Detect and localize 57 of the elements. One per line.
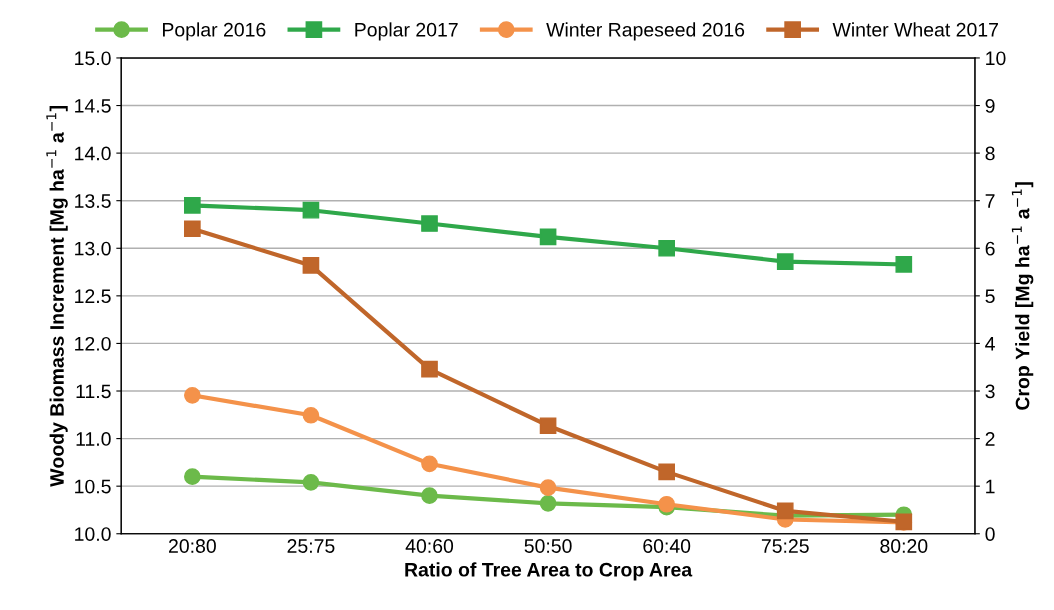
y-tick-label: 12.5 — [75, 289, 111, 304]
y-tick-label: 13.0 — [75, 241, 111, 256]
point — [539, 228, 557, 246]
y-axis-title: Woody Biomass Increment [Mg ha$^{−1}$ a$^{−1}$] — [46, 106, 68, 487]
point — [658, 463, 675, 481]
x-tick-label: 75:25 — [761, 539, 809, 553]
legend-label: Poplar 2016 — [163, 22, 266, 41]
y2-tick-label: 0 — [985, 527, 995, 541]
legend-label: Winter Rapeseed 2016 — [546, 22, 745, 41]
point — [302, 257, 320, 274]
y2-tick-label: 1 — [986, 479, 995, 494]
x-tick-label: 20:80 — [169, 539, 216, 553]
legend-label: Winter Wheat 2017 — [832, 22, 998, 37]
point — [776, 253, 794, 270]
y-tick-label: 12.0 — [75, 336, 111, 351]
y2-tick-label: 9 — [985, 99, 995, 113]
point — [184, 197, 201, 214]
x-tick-label: 50:50 — [524, 539, 572, 553]
y2-tick-label: 8 — [985, 146, 995, 161]
point — [776, 502, 794, 520]
y2-tick-label: 10 — [986, 51, 1006, 66]
x-tick-label: 40:60 — [405, 539, 454, 553]
legend-label: Poplar 2017 — [355, 22, 458, 41]
x-axis-title: Ratio of Tree Area to Crop Area — [405, 562, 693, 581]
point — [302, 406, 320, 424]
y-tick-label: 15.0 — [75, 51, 111, 66]
point — [895, 256, 913, 273]
point — [302, 474, 320, 491]
y2-tick-label: 5 — [985, 289, 995, 304]
x-tick-label: 60:40 — [643, 539, 691, 553]
point — [539, 479, 557, 496]
y-tick-label: 10.5 — [75, 479, 111, 494]
y2-tick-label: 3 — [985, 384, 995, 399]
point — [302, 201, 320, 219]
y-tick-label: 13.5 — [75, 194, 111, 208]
point — [539, 494, 557, 512]
point — [184, 468, 201, 485]
point — [421, 455, 438, 473]
point — [184, 386, 201, 404]
point — [184, 220, 201, 238]
point — [421, 487, 438, 505]
point — [658, 239, 675, 257]
y2-tick-label: 2 — [985, 432, 995, 446]
x-tick-label: 25:75 — [287, 539, 335, 553]
y2-tick-label: 4 — [985, 337, 995, 351]
y2-axis-title: Crop Yield [Mg ha$^{−1}$ a$^{−1}$] — [1011, 182, 1034, 410]
point — [539, 417, 557, 435]
point — [421, 215, 438, 232]
y-tick-label: 14.5 — [75, 99, 111, 113]
y-tick-label: 11.5 — [76, 384, 111, 399]
y-tick-label: 11.0 — [76, 432, 111, 446]
y2-tick-label: 6 — [985, 241, 995, 256]
y-tick-label: 10.0 — [75, 527, 111, 541]
x-tick-label: 80:20 — [880, 539, 928, 553]
y-tick-label: 14.0 — [75, 146, 111, 161]
point — [421, 360, 438, 378]
y2-tick-label: 7 — [985, 194, 995, 208]
